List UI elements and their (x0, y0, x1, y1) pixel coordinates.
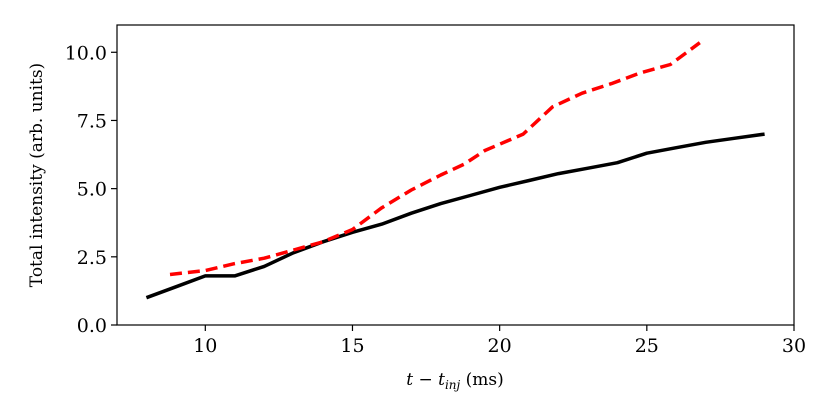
y-tick-label: 10.0 (65, 42, 107, 64)
y-axis-label: Total intensity (arb. units) (27, 63, 47, 287)
x-axis: 10 15 20 25 30 (193, 325, 806, 357)
y-tick-label: 7.5 (77, 110, 107, 132)
y-tick-label: 5.0 (77, 179, 107, 201)
x-tick-label: 30 (782, 335, 806, 357)
x-axis-label: t − tinj (ms) (406, 370, 504, 392)
y-axis: 0.0 2.5 5.0 7.5 10.0 (65, 42, 117, 337)
series-layer (145, 41, 765, 300)
x-tick-label: 25 (635, 335, 659, 357)
y-tick-label: 2.5 (77, 247, 107, 269)
y-tick-label: 0.0 (77, 315, 107, 337)
x-tick-label: 15 (340, 335, 364, 357)
x-tick-label: 20 (488, 335, 512, 357)
series-line-solid (145, 132, 765, 300)
series-line-dashed (169, 41, 701, 277)
plot-frame (116, 24, 795, 326)
x-tick-label: 10 (193, 335, 217, 357)
